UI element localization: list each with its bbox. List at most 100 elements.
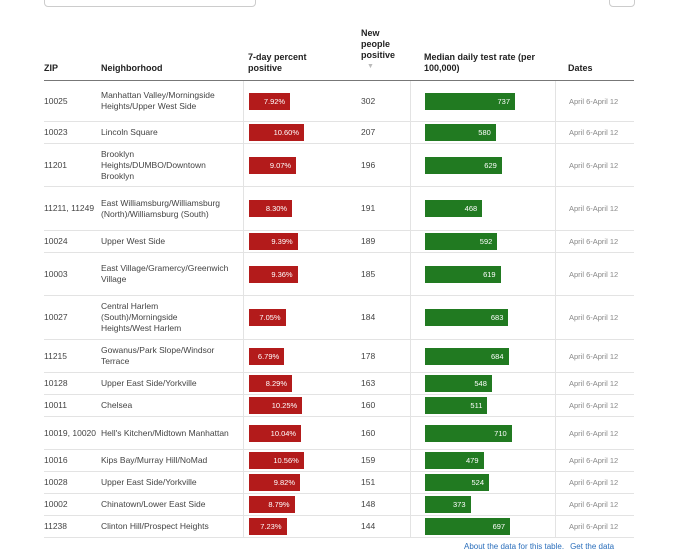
dates-cell: April 6-April 12 <box>569 237 619 246</box>
col-header-test-rate[interactable]: Median daily test rate (per 100,000) <box>424 52 536 73</box>
column-divider <box>555 296 556 339</box>
column-divider <box>243 450 244 471</box>
neighborhood-cell: Upper East Side/Yorkville <box>101 477 197 487</box>
positive-pct-bar: 10.04% <box>249 424 302 442</box>
neighborhood-cell: Brooklyn Heights/DUMBO/Downtown Brooklyn <box>101 148 206 181</box>
column-divider <box>555 187 556 230</box>
neighborhood-cell: East Williamsburg/Williamsburg (North)/W… <box>101 197 221 219</box>
test-rate-bar: 592 <box>425 233 498 250</box>
positive-pct-bar: 10.56% <box>249 452 304 469</box>
positive-pct-bar: 9.39% <box>249 233 298 250</box>
test-rate-bar: 524 <box>425 474 489 491</box>
positive-pct-cell: 8.30% <box>249 187 293 230</box>
zip-cell: 11201 <box>44 159 68 170</box>
positive-pct-cell: 7.05% <box>249 296 286 339</box>
dates-cell: April 6-April 12 <box>569 269 619 279</box>
table-row: 10128 Upper East Side/Yorkville 8.29% 163 54… <box>44 373 634 395</box>
column-divider <box>410 296 411 339</box>
table-row: 10016 Kips Bay/Murray Hill/NoMad 10.56% 159… <box>44 450 634 472</box>
about-data-link[interactable]: About the data for this table. <box>464 542 565 551</box>
neighborhood-cell: Upper East Side/Yorkville <box>101 378 197 388</box>
neighborhood-cell: Chelsea <box>101 400 133 410</box>
column-divider <box>243 81 244 121</box>
positive-pct-cell: 9.82% <box>249 472 300 493</box>
positive-pct-cell: 6.79% <box>249 340 285 372</box>
new-positive-cell: 302 <box>361 95 376 106</box>
test-rate-cell: 479 <box>425 450 484 471</box>
test-rate-bar: 684 <box>425 347 509 365</box>
col-header-neighborhood[interactable]: Neighborhood <box>101 63 163 73</box>
positive-pct-cell: 10.04% <box>249 417 302 449</box>
neighborhood-cell: Manhattan Valley/Morningside Heights/Upp… <box>101 90 215 111</box>
positive-pct-bar: 9.07% <box>249 156 297 174</box>
column-divider <box>243 122 244 143</box>
search-box[interactable] <box>44 0 256 7</box>
column-divider <box>243 472 244 493</box>
positive-pct-bar: 9.36% <box>249 265 298 283</box>
col-header-positive-pct[interactable]: 7-day percent positive <box>248 52 307 73</box>
neighborhood-cell: Lincoln Square <box>101 127 158 137</box>
col-header-new-positive-label: New people positive <box>361 28 396 60</box>
new-positive-cell: 196 <box>361 159 376 170</box>
column-divider <box>410 340 411 372</box>
test-rate-cell: 524 <box>425 472 489 493</box>
column-divider <box>243 144 244 186</box>
top-right-button[interactable] <box>609 0 635 7</box>
new-positive-cell: 185 <box>361 268 376 279</box>
column-divider <box>243 494 244 515</box>
dates-cell: April 6-April 12 <box>569 128 619 137</box>
column-divider <box>410 253 411 295</box>
column-divider <box>410 231 411 252</box>
positive-pct-cell: 7.92% <box>249 81 291 121</box>
test-rate-cell: 697 <box>425 516 511 537</box>
column-divider <box>555 395 556 416</box>
test-rate-cell: 710 <box>425 417 512 449</box>
dates-cell: April 6-April 12 <box>569 428 619 438</box>
test-rate-bar: 511 <box>425 397 488 414</box>
column-divider <box>555 340 556 372</box>
test-rate-bar: 683 <box>425 309 509 326</box>
neighborhood-cell: Upper West Side <box>101 236 166 246</box>
new-positive-cell: 159 <box>361 455 376 465</box>
column-divider <box>243 395 244 416</box>
positive-pct-bar: 8.30% <box>249 200 293 217</box>
dates-cell: April 6-April 12 <box>569 351 619 361</box>
sort-down-arrow-icon[interactable]: ▼ <box>367 63 374 70</box>
dates-cell: April 6-April 12 <box>569 401 619 410</box>
zip-cell: 10024 <box>44 236 68 246</box>
positive-pct-bar: 9.82% <box>249 474 300 491</box>
column-divider <box>555 231 556 252</box>
get-data-link[interactable]: Get the data <box>570 542 615 551</box>
table-row: 10019, 10020 Hell's Kitchen/Midtown Manha… <box>44 417 634 450</box>
dates-cell: April 6-April 12 <box>569 204 619 213</box>
neighborhood-cell: Central Harlem (South)/Morningside Heigh… <box>101 301 182 333</box>
column-divider <box>555 450 556 471</box>
dates-cell: April 6-April 12 <box>569 96 619 106</box>
new-positive-cell: 151 <box>361 477 376 487</box>
column-divider <box>243 253 244 295</box>
col-header-new-positive[interactable]: New people positive ▼ <box>361 28 406 72</box>
col-header-zip[interactable]: ZIP <box>44 63 59 73</box>
zip-cell: 10027 <box>44 312 68 322</box>
column-divider <box>410 122 411 143</box>
new-positive-cell: 160 <box>361 427 376 438</box>
test-rate-bar: 468 <box>425 200 483 217</box>
test-rate-cell: 373 <box>425 494 471 515</box>
test-rate-cell: 629 <box>425 144 502 186</box>
zip-cell: 11238 <box>44 521 68 531</box>
dates-cell: April 6-April 12 <box>569 379 619 388</box>
zip-cell: 10002 <box>44 499 68 509</box>
col-header-dates[interactable]: Dates <box>568 63 593 73</box>
test-rate-cell: 468 <box>425 187 483 230</box>
column-divider <box>410 516 411 537</box>
new-positive-cell: 184 <box>361 312 376 322</box>
column-divider <box>410 472 411 493</box>
table-row: 11211, 11249 East Williamsburg/Williamsbu… <box>44 187 634 231</box>
table-header: ZIP Neighborhood 7-day percent positive … <box>44 0 634 81</box>
positive-pct-bar: 10.60% <box>249 124 304 141</box>
new-positive-cell: 163 <box>361 378 376 388</box>
column-divider <box>555 122 556 143</box>
column-divider <box>410 144 411 186</box>
zip-cell: 10128 <box>44 378 68 388</box>
column-divider <box>243 231 244 252</box>
